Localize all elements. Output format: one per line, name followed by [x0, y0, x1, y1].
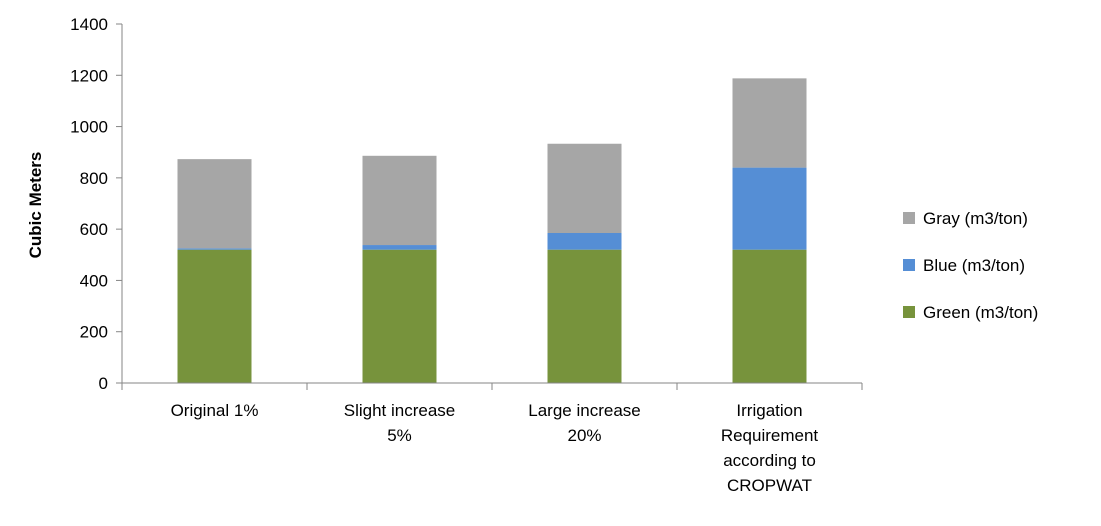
bar-3-series-2 — [547, 232, 622, 250]
y-tick-label: 0 — [99, 374, 108, 393]
legend-swatch — [903, 212, 915, 224]
legend: Gray (m3/ton) Blue (m3/ton) Green (m3/ton) — [903, 209, 1038, 322]
y-tick-label: 600 — [80, 220, 108, 239]
x-category-label: Large increase 20% — [528, 401, 640, 445]
x-category-labels: Original 1% Slight increase 5% Large increa… — [171, 401, 819, 495]
bar-3-series-1 — [547, 249, 622, 383]
bar-2-series-1 — [362, 249, 437, 383]
y-tick-label: 400 — [80, 271, 108, 290]
y-axis-title: Cubic Meters — [26, 152, 45, 259]
legend-label: Blue (m3/ton) — [923, 256, 1025, 275]
x-category-label: Slight increase 5% — [344, 401, 456, 445]
bar-3-series-3 — [547, 143, 622, 233]
x-category-label: Original 1% — [171, 401, 259, 420]
y-tick-label: 1200 — [70, 66, 108, 85]
legend-swatch — [903, 306, 915, 318]
legend-label: Green (m3/ton) — [923, 303, 1038, 322]
legend-label: Gray (m3/ton) — [923, 209, 1028, 228]
bar-1-series-3 — [177, 159, 252, 249]
axes-layer — [116, 23, 863, 390]
bar-1-series-2 — [177, 248, 252, 250]
y-tick-label: 800 — [80, 169, 108, 188]
bar-4-series-3 — [732, 78, 807, 168]
bar-4-series-2 — [732, 167, 807, 250]
bar-2-series-2 — [362, 245, 437, 250]
bars-layer — [177, 78, 807, 383]
y-tick-label: 1000 — [70, 118, 108, 137]
bar-1-series-1 — [177, 249, 252, 383]
bar-2-series-3 — [362, 155, 437, 246]
y-tick-label: 200 — [80, 323, 108, 342]
x-category-label: Irrigation Requirement according to CROPWAT — [721, 401, 819, 495]
y-tick-label: 1400 — [70, 15, 108, 34]
legend-swatch — [903, 259, 915, 271]
bar-4-series-1 — [732, 249, 807, 383]
y-tick-labels: 0 200 400 600 800 1000 1200 1400 — [70, 15, 108, 393]
